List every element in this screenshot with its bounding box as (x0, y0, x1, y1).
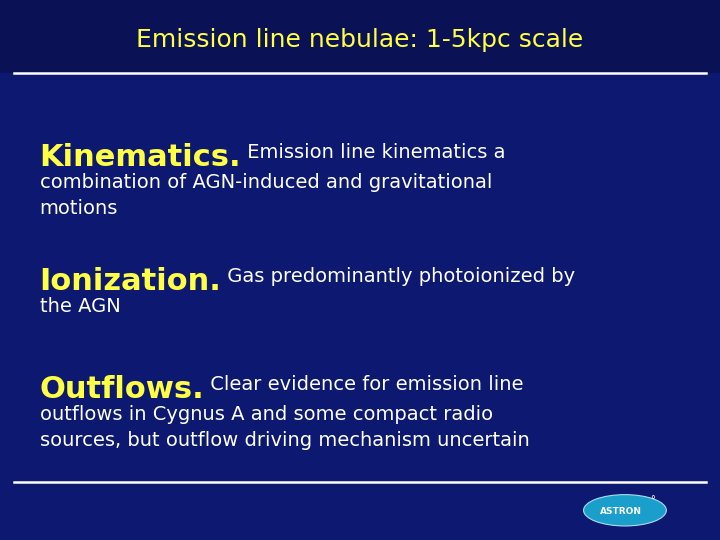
Text: °: ° (650, 496, 654, 505)
Text: combination of AGN-induced and gravitational
motions: combination of AGN-induced and gravitati… (40, 173, 492, 218)
Bar (0, 0, 720, 73)
Text: Kinematics.: Kinematics. (40, 143, 241, 172)
Text: Ionization.: Ionization. (40, 267, 222, 296)
Ellipse shape (584, 495, 667, 526)
Bar (0, 73, 720, 540)
Text: Emission line nebulae: 1-5kpc scale: Emission line nebulae: 1-5kpc scale (136, 29, 584, 52)
Text: Outflows.: Outflows. (40, 375, 204, 404)
Text: Clear evidence for emission line: Clear evidence for emission line (204, 375, 524, 394)
Text: Gas predominantly photoionized by: Gas predominantly photoionized by (222, 267, 575, 286)
Text: Emission line kinematics a: Emission line kinematics a (241, 143, 505, 162)
Text: ASTRON: ASTRON (600, 508, 642, 516)
Text: outflows in Cygnus A and some compact radio
sources, but outflow driving mechani: outflows in Cygnus A and some compact ra… (40, 405, 529, 450)
Text: the AGN: the AGN (40, 297, 120, 316)
